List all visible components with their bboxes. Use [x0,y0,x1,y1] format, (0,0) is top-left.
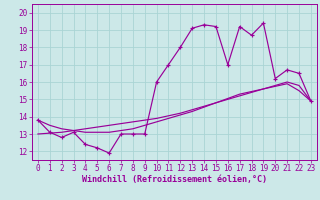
X-axis label: Windchill (Refroidissement éolien,°C): Windchill (Refroidissement éolien,°C) [82,175,267,184]
